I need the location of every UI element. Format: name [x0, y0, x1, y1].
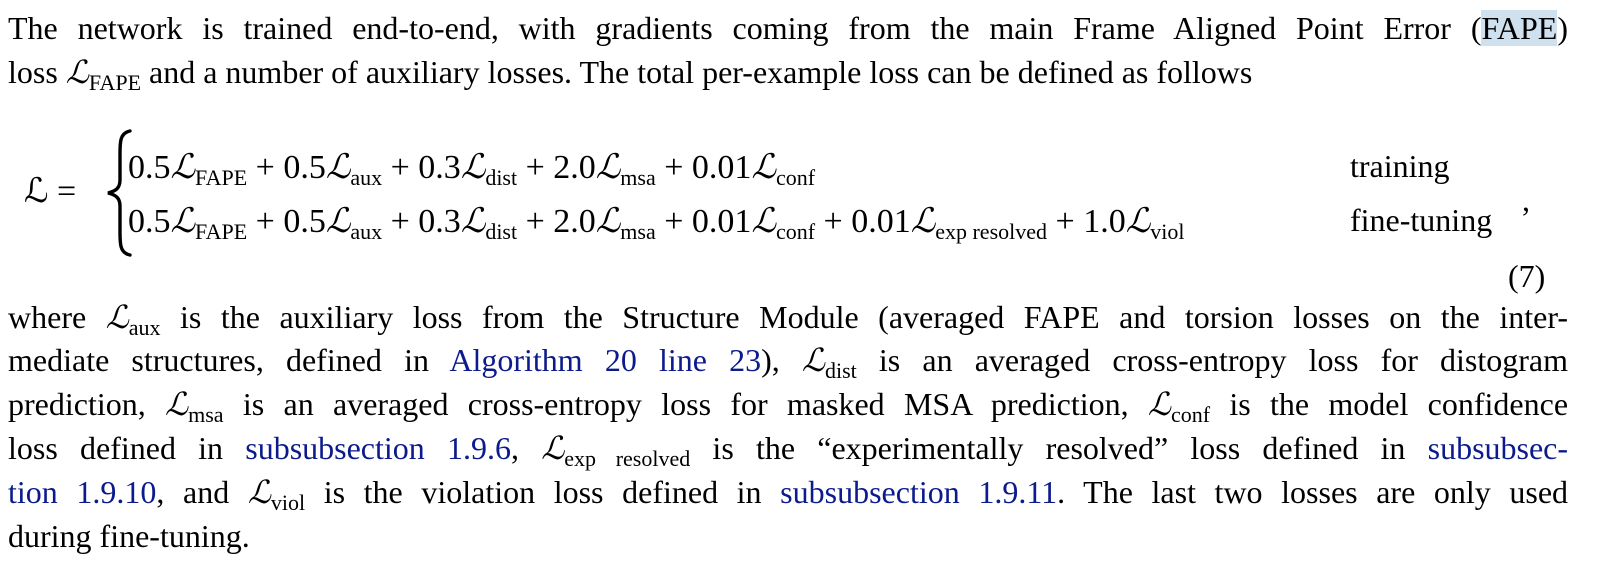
paragraph-1-line-1: The network is trained end-to-end, with … [8, 8, 1568, 48]
subscript-exp-resolved: exp resolved [935, 219, 1048, 244]
paragraph-2-line-1: where ℒaux is the auxiliary loss from th… [8, 297, 1569, 340]
text: where [8, 299, 106, 335]
text: , [510, 430, 542, 466]
loss-symbol: ℒ [910, 203, 936, 240]
paragraph-1-line-2: loss ℒFAPE and a number of auxiliary los… [8, 52, 1568, 95]
subscript-viol: viol [1150, 219, 1185, 244]
subscript-conf: conf [1170, 402, 1211, 427]
term: + 0.01 [655, 149, 752, 186]
loss-symbol: ℒ [247, 474, 271, 510]
subscript-conf: conf [775, 165, 816, 190]
term: + 0.3 [382, 149, 461, 186]
subscript-fape: FAPE [195, 219, 248, 244]
equation-number: (7) [1508, 258, 1546, 294]
text: . The last two losses are only used [1057, 474, 1569, 510]
paragraph-2-line-2: mediate structures, defined in Algorithm… [8, 340, 1569, 383]
subscript-aux: aux [350, 219, 383, 244]
text: is the model confidence [1210, 386, 1569, 422]
link-subsubsection-1-9-10[interactable]: tion 1.9.10 [8, 474, 157, 510]
term: + 2.0 [517, 149, 596, 186]
text: is an averaged cross-entropy loss for di… [856, 342, 1569, 378]
loss-symbol: ℒ [751, 149, 776, 186]
link-algorithm-20[interactable]: Algorithm 20 line 23 [449, 342, 762, 378]
left-brace [107, 129, 132, 257]
loss-symbol: ℒ [751, 203, 776, 240]
text: The network is trained end-to-end, with … [8, 10, 1482, 46]
text: ) [1557, 10, 1568, 46]
text: , and [156, 474, 248, 510]
loss-subscript-fape: FAPE [88, 70, 142, 95]
paragraph-2-line-4: loss defined in subsubsection 1.9.6, ℒex… [8, 428, 1569, 471]
loss-symbol: ℒ [325, 149, 351, 186]
term: + 1.0 [1047, 203, 1126, 240]
subscript-dist: dist [485, 219, 518, 244]
link-subsubsection-1-9-6[interactable]: subsubsection 1.9.6 [245, 430, 511, 466]
condition-training: training [1350, 148, 1450, 184]
term: + 0.01 [815, 203, 911, 240]
text: ), [761, 342, 802, 378]
text: and a number of auxiliary losses. The to… [141, 54, 1253, 90]
link-subsubsection-1-9-10[interactable]: subsubsec- [1427, 430, 1569, 466]
loss-symbol: ℒ [460, 149, 486, 186]
loss-symbol: ℒ [170, 149, 196, 186]
loss-symbol: ℒ [1147, 386, 1171, 422]
loss-symbol: ℒ [595, 203, 621, 240]
link-subsubsection-1-9-11[interactable]: subsubsection 1.9.11 [780, 474, 1058, 510]
subscript-dist: dist [485, 165, 518, 190]
loss-symbol: ℒ [105, 299, 129, 335]
loss-symbol: ℒ [170, 203, 196, 240]
text: prediction, [8, 386, 166, 422]
subscript-aux: aux [350, 165, 383, 190]
term: + 0.5 [247, 149, 326, 186]
paragraph-2-line-6: during fine-tuning. [8, 518, 250, 554]
loss-symbol: ℒ [801, 342, 825, 378]
text: mediate structures, defined in [8, 342, 450, 378]
term: + 0.01 [655, 203, 752, 240]
equation-comma: , [1522, 182, 1530, 218]
paragraph-2-line-5: tion 1.9.10, and ℒviol is the violation … [8, 472, 1569, 515]
text: is the “experimentally resolved” loss de… [690, 430, 1428, 466]
text: is an averaged cross-entropy loss for ma… [223, 386, 1148, 422]
equation-lhs: ℒ = [24, 173, 77, 210]
loss-symbol: ℒ [325, 203, 351, 240]
text: is the violation loss defined in [305, 474, 781, 510]
highlighted-term-fape[interactable]: FAPE [1481, 10, 1558, 46]
subscript-msa: msa [620, 219, 656, 244]
loss-symbol: ℒ [65, 54, 89, 90]
condition-finetuning: fine-tuning [1350, 202, 1493, 238]
subscript-fape: FAPE [195, 165, 248, 190]
text: is the auxiliary loss from the Structure… [160, 299, 1569, 335]
coefficient: 0.5 [128, 203, 171, 240]
paragraph-2-line-3: prediction, ℒmsa is an averaged cross-en… [8, 384, 1569, 427]
term: + 2.0 [517, 203, 596, 240]
subscript-msa: msa [188, 402, 224, 427]
subscript-viol: viol [270, 490, 306, 515]
loss-symbol: ℒ [460, 203, 486, 240]
loss-symbol: ℒ [165, 386, 189, 422]
loss-symbol: ℒ [595, 149, 621, 186]
loss-symbol: ℒ [541, 430, 565, 466]
equation-row-training: 0.5ℒFAPE + 0.5ℒaux + 0.3ℒdist + 2.0ℒmsa … [128, 148, 816, 190]
coefficient: 0.5 [128, 149, 171, 186]
text: loss [8, 54, 66, 90]
term: + 0.5 [247, 203, 326, 240]
equation-row-finetuning: 0.5ℒFAPE + 0.5ℒaux + 0.3ℒdist + 2.0ℒmsa … [128, 202, 1185, 244]
subscript-dist: dist [824, 358, 857, 383]
subscript-msa: msa [620, 165, 656, 190]
subscript-conf: conf [775, 219, 816, 244]
text: loss defined in [8, 430, 246, 466]
term: + 0.3 [382, 203, 461, 240]
subscript-aux: aux [128, 315, 161, 340]
loss-symbol: ℒ [1125, 203, 1151, 240]
subscript-exp-resolved: exp resolved [564, 446, 691, 471]
